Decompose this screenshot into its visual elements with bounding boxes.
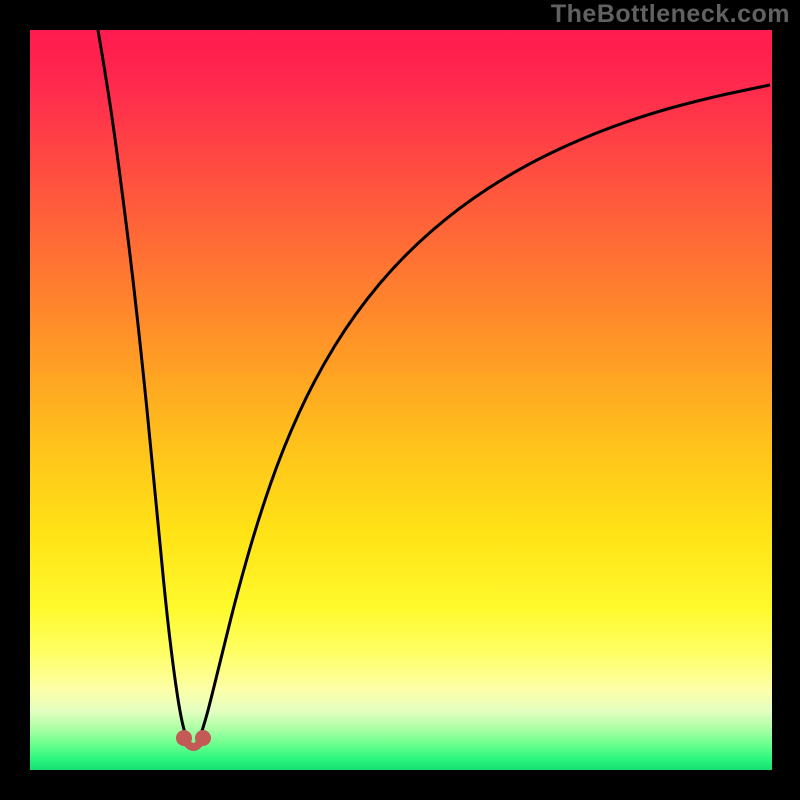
curve-left-branch	[98, 30, 186, 737]
bottleneck-curve-svg	[0, 0, 800, 800]
cusp-marker-0	[176, 730, 192, 746]
cusp-marker-1	[195, 730, 211, 746]
curve-right-branch	[200, 85, 770, 737]
chart-frame: TheBottleneck.com	[0, 0, 800, 800]
watermark-text: TheBottleneck.com	[551, 0, 790, 29]
